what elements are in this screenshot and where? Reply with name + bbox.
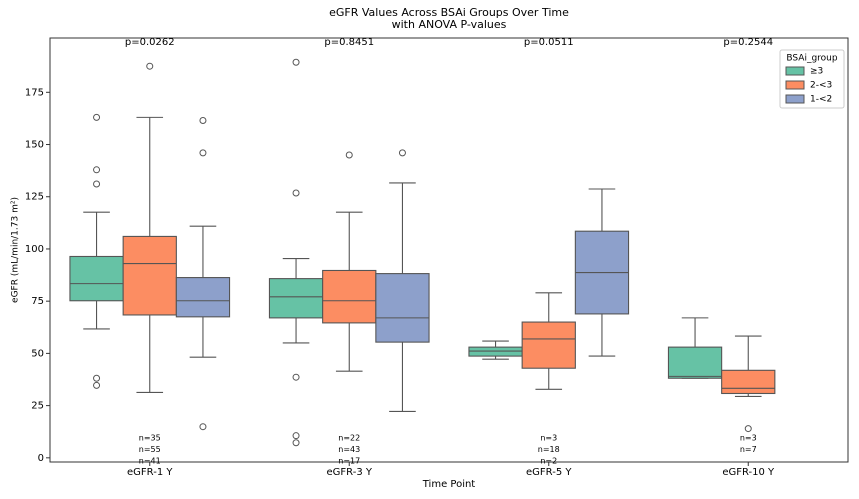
legend-swatch xyxy=(785,66,805,76)
outlier xyxy=(292,189,300,197)
legend-swatch xyxy=(785,80,805,90)
legend-swatch xyxy=(785,94,805,104)
box xyxy=(375,273,430,343)
chart-subtitle: with ANOVA P-values xyxy=(392,18,507,31)
y-tick-label: 125 xyxy=(25,192,44,203)
outlier xyxy=(398,149,406,157)
p-value: p=0.8451 xyxy=(324,37,374,48)
legend-title: BSAi_group xyxy=(786,54,837,64)
n-label: n=3 xyxy=(740,434,757,443)
outlier xyxy=(199,423,207,431)
p-value: p=0.0511 xyxy=(524,37,574,48)
n-label: n=7 xyxy=(740,445,757,454)
outlier xyxy=(93,374,101,382)
y-tick-label: 175 xyxy=(25,87,44,98)
outlier xyxy=(744,425,752,433)
outlier xyxy=(199,117,207,125)
n-label: n=2 xyxy=(540,457,557,466)
outlier xyxy=(345,151,353,159)
y-tick-label: 100 xyxy=(25,244,44,255)
outlier xyxy=(93,113,101,121)
outlier xyxy=(146,62,154,70)
outlier xyxy=(199,149,207,157)
n-label: n=17 xyxy=(338,457,360,466)
x-tick-label: eGFR-10 Y xyxy=(722,467,775,478)
legend-label: 2-<3 xyxy=(810,81,832,91)
y-axis-label: eGFR (mL/min/1.73 m²) xyxy=(11,197,21,303)
y-tick-label: 150 xyxy=(25,140,44,151)
box xyxy=(175,277,231,318)
n-label: n=22 xyxy=(338,434,360,443)
n-label: n=18 xyxy=(538,445,560,454)
legend-label: 1-<2 xyxy=(810,95,832,105)
y-tick-label: 50 xyxy=(31,348,44,359)
box xyxy=(667,346,723,379)
outlier xyxy=(292,439,300,447)
p-value: p=0.0262 xyxy=(125,37,175,48)
p-value: p=0.2544 xyxy=(723,37,773,48)
x-tick-label: eGFR-3 Y xyxy=(327,467,373,478)
box xyxy=(122,235,177,316)
n-label: n=43 xyxy=(338,445,360,454)
n-label: n=3 xyxy=(540,434,557,443)
box xyxy=(268,278,324,319)
outlier xyxy=(93,381,101,389)
box xyxy=(322,269,377,324)
outlier xyxy=(93,166,101,174)
box xyxy=(69,255,124,302)
box xyxy=(521,321,576,369)
outlier xyxy=(292,58,300,66)
x-tick-label: eGFR-5 Y xyxy=(526,467,572,478)
outlier xyxy=(93,180,101,188)
legend-label: ≥3 xyxy=(810,67,823,77)
n-label: n=35 xyxy=(139,434,161,443)
x-axis-label: Time Point xyxy=(422,479,476,490)
x-tick-label: eGFR-1 Y xyxy=(127,467,173,478)
plot-frame xyxy=(49,37,849,463)
n-label: n=41 xyxy=(139,457,161,466)
chart-title: eGFR Values Across BSAi Groups Over Time xyxy=(329,6,569,19)
outlier xyxy=(292,432,300,440)
y-tick-label: 75 xyxy=(31,296,44,307)
outlier xyxy=(292,373,300,381)
y-tick-label: 0 xyxy=(38,453,44,464)
legend-box xyxy=(779,49,845,109)
box xyxy=(721,369,776,395)
n-label: n=55 xyxy=(139,445,161,454)
y-tick-label: 25 xyxy=(31,401,44,412)
